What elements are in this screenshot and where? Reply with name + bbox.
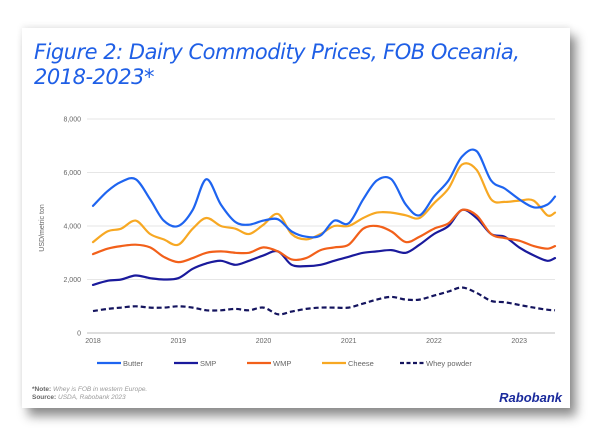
source-label: Source: xyxy=(32,394,57,401)
x-tick-label: 2018 xyxy=(85,338,101,345)
legend-item-whey-powder: Whey powder xyxy=(400,359,472,368)
figure-title: Figure 2: Dairy Commodity Prices, FOB Oc… xyxy=(34,40,520,89)
note-label: *Note: xyxy=(32,386,52,393)
y-tick-label: 2,000 xyxy=(63,277,81,284)
source-text: USDA, Rabobank 2023 xyxy=(58,394,126,401)
legend-label: Whey powder xyxy=(426,359,472,368)
legend-label: SMP xyxy=(200,359,216,368)
x-tick-label: 2019 xyxy=(170,338,186,345)
x-axis-ticks: 2018 2019 2020 2021 2022 2023 xyxy=(85,338,527,345)
legend-label: Cheese xyxy=(348,359,374,368)
series-line-wmp xyxy=(91,208,557,264)
series-lines xyxy=(91,148,557,316)
series-line-smp xyxy=(91,208,557,286)
y-tick-label: 4,000 xyxy=(63,224,81,231)
y-axis-label: USD/metric ton xyxy=(39,204,46,252)
legend-item-wmp: WMP xyxy=(247,359,291,368)
y-tick-label: 6,000 xyxy=(63,170,81,177)
x-tick-label: 2022 xyxy=(426,338,442,345)
legend-item-smp: SMP xyxy=(174,359,216,368)
gridlines xyxy=(87,118,555,334)
note-text: Whey is FOB in western Europe. xyxy=(52,386,148,393)
y-axis-ticks: 0 2,000 4,000 6,000 8,000 xyxy=(63,117,81,338)
legend-label: WMP xyxy=(273,359,291,368)
x-tick-label: 2021 xyxy=(341,338,357,345)
legend: Butter SMP WMP Cheese Whey powder xyxy=(97,359,472,368)
x-tick-label: 2020 xyxy=(256,338,272,345)
series-line-whey-powder xyxy=(92,286,556,316)
y-tick-label: 8,000 xyxy=(63,117,81,124)
legend-item-butter: Butter xyxy=(97,359,144,368)
series-line-butter xyxy=(91,148,557,239)
legend-label: Butter xyxy=(123,359,144,368)
legend-item-cheese: Cheese xyxy=(322,359,374,368)
footnote: *Note: Whey is FOB in western Europe. So… xyxy=(32,386,147,402)
x-tick-label: 2023 xyxy=(511,338,527,345)
rabobank-logo: Rabobank xyxy=(499,390,562,405)
series-line-cheese xyxy=(91,162,557,247)
figure-card: Figure 2: Dairy Commodity Prices, FOB Oc… xyxy=(22,28,570,408)
y-tick-label: 0 xyxy=(77,331,81,338)
